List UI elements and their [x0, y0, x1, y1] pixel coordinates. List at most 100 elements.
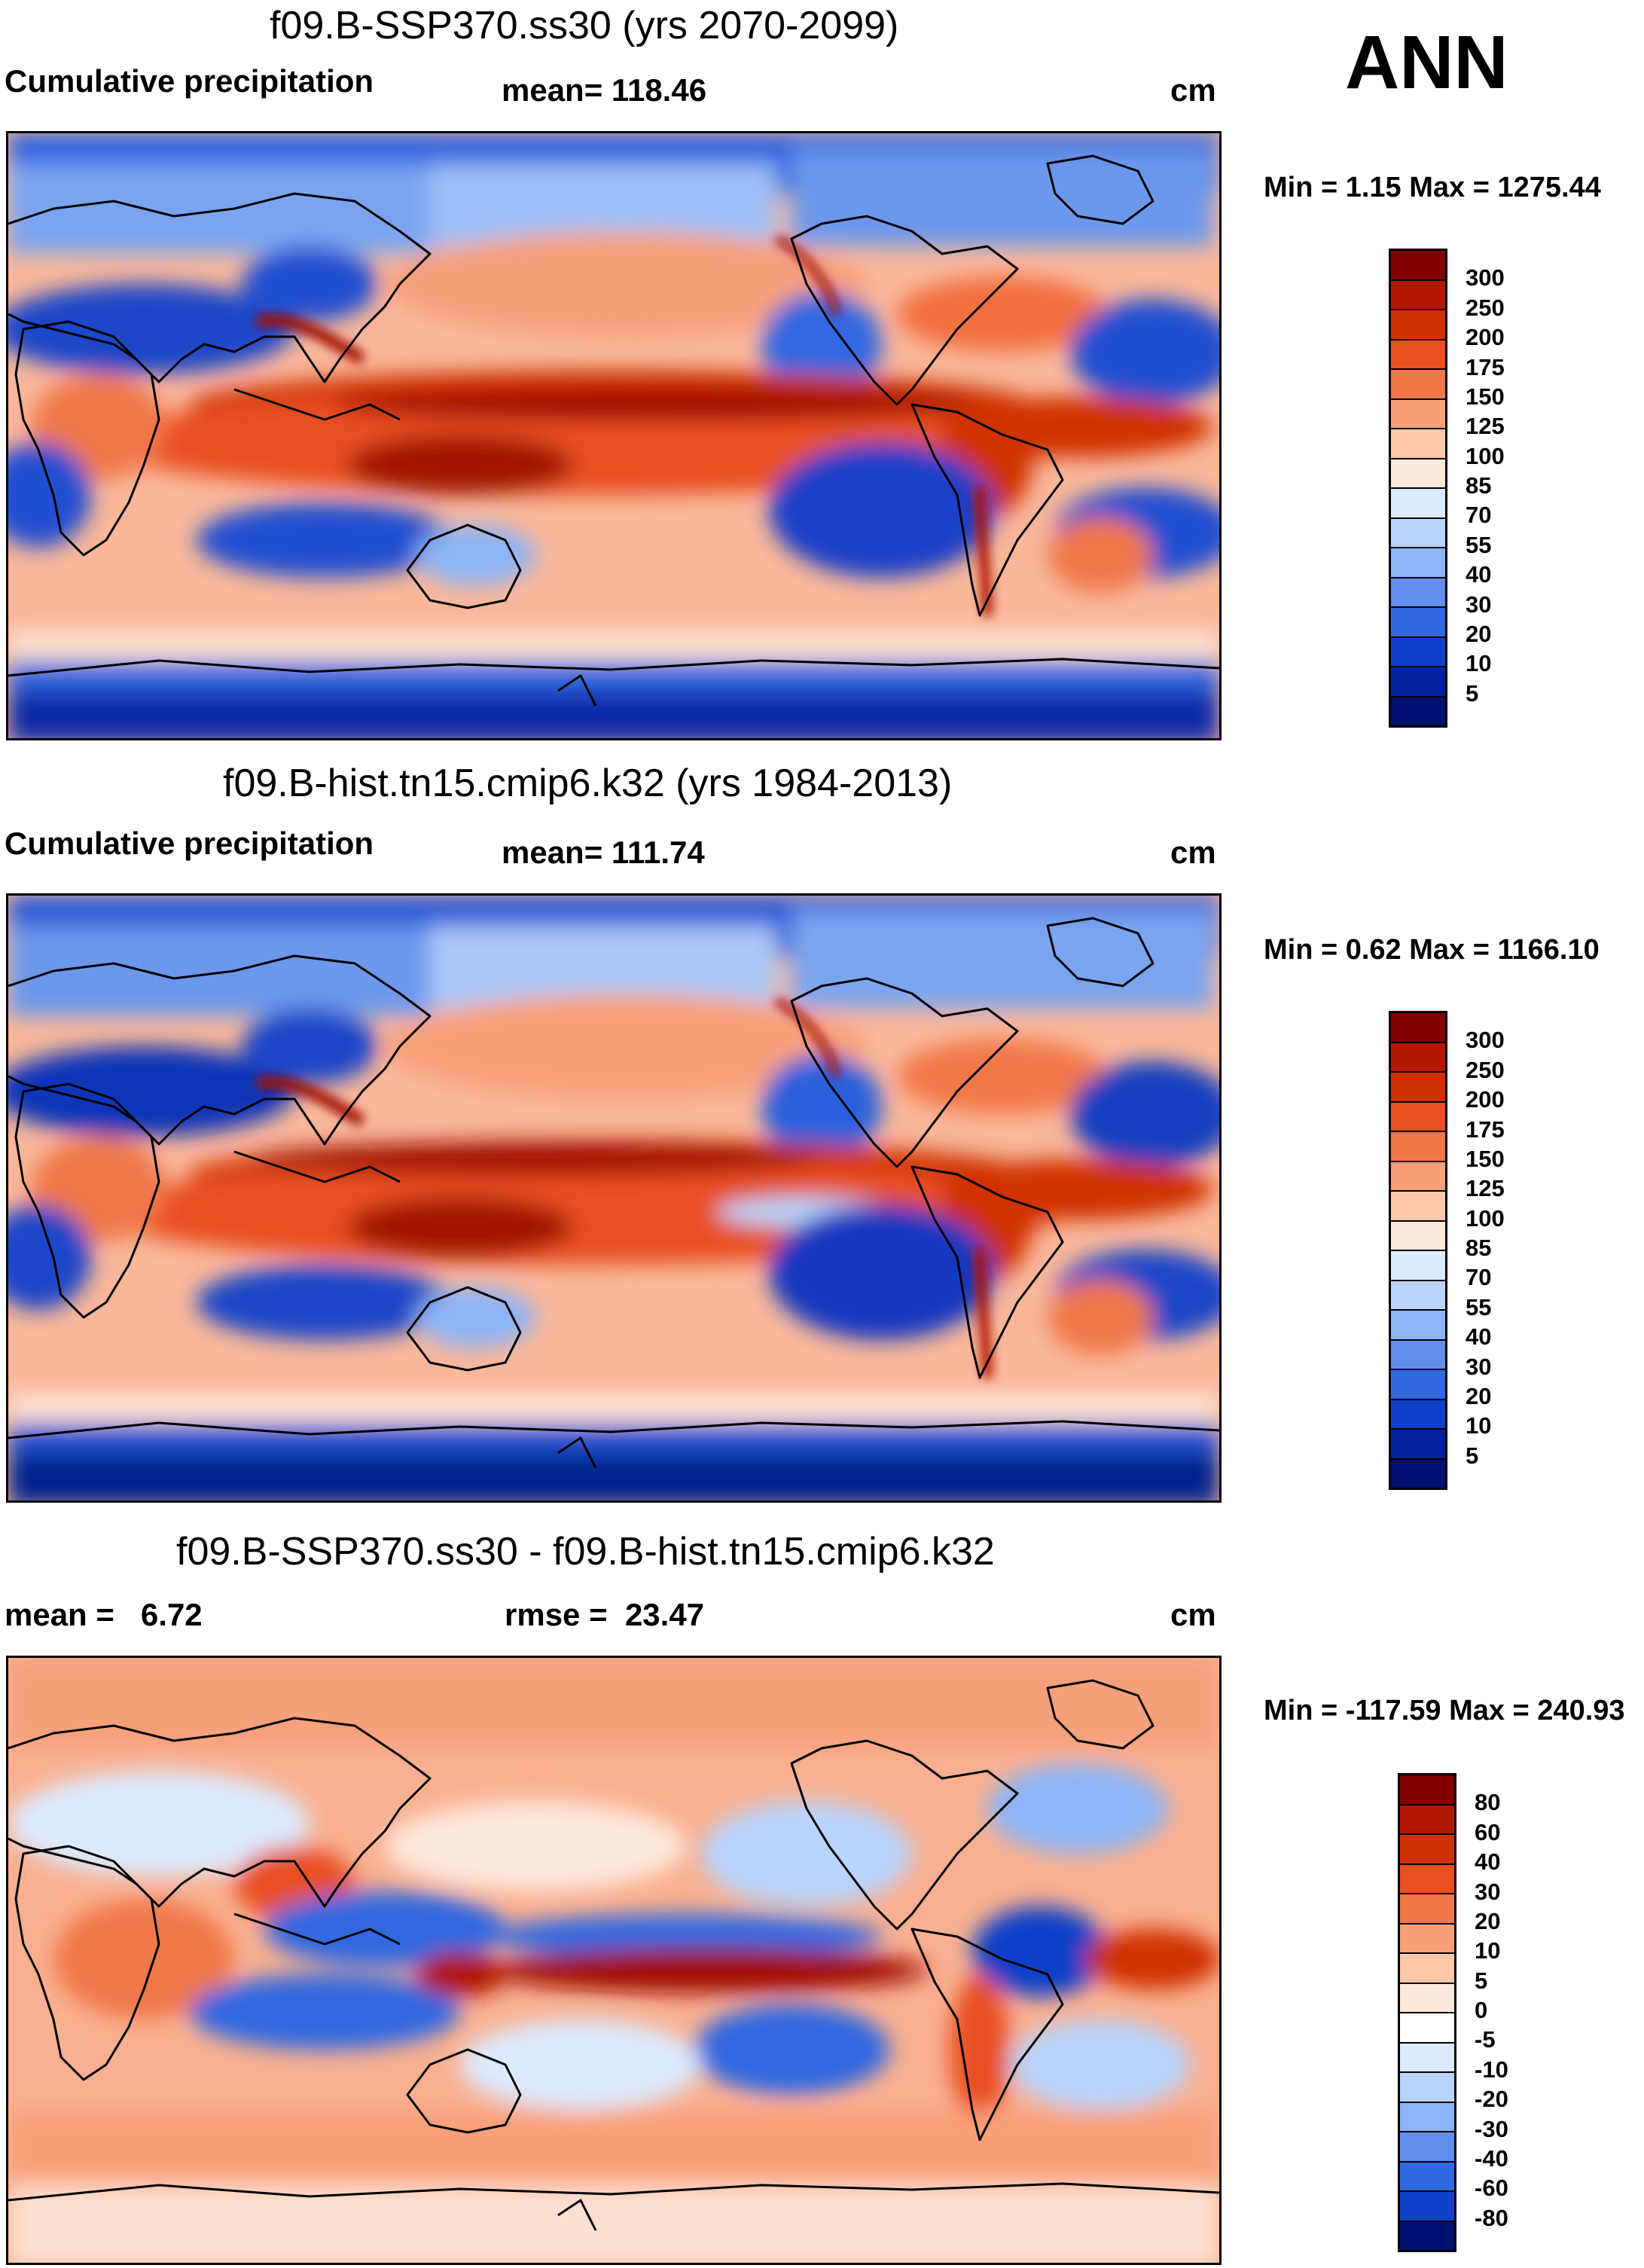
colorbar-swatch: [1400, 2043, 1454, 2073]
colorbar-tick-label: -60: [1475, 2175, 1508, 2202]
colorbar-tick-label: 300: [1466, 1027, 1505, 1054]
panel-1-title: f09.B-SSP370.ss30 (yrs 2070-2099): [270, 4, 899, 47]
colorbar-tick-label: 175: [1466, 1116, 1505, 1143]
colorbar-swatch: [1400, 1983, 1454, 2013]
panel-1-colorbar-ticks: 300 250 200 175 150 125 100 85 70 55 40 30 20 10 5: [1466, 249, 1556, 723]
panel-1-colorbar-cells: [1391, 251, 1445, 725]
colorbar-tick-label: 0: [1475, 1997, 1488, 2023]
colorbar-swatch: [1391, 608, 1445, 638]
colorbar-swatch: [1391, 1221, 1445, 1251]
panel-2-min-max: Min = 0.62 Max = 1166.10: [1264, 934, 1600, 966]
panel-2-colorbar-cells: [1391, 1013, 1445, 1488]
colorbar-tick-label: -40: [1475, 2144, 1508, 2172]
colorbar-swatch: [1391, 1073, 1445, 1103]
colorbar-tick-label: 200: [1466, 324, 1505, 351]
colorbar-swatch: [1391, 399, 1445, 429]
colorbar-swatch: [1391, 1400, 1445, 1430]
colorbar-tick-label: 85: [1466, 472, 1492, 499]
colorbar-swatch: [1391, 340, 1445, 370]
colorbar-tick-label: 70: [1466, 1264, 1492, 1291]
colorbar-tick-label: 10: [1475, 1937, 1501, 1964]
colorbar-tick-label: -5: [1475, 2026, 1496, 2053]
panel-3-title: f09.B-SSP370.ss30 - f09.B-hist.tn15.cmip…: [176, 1530, 995, 1574]
colorbar-tick-label: 5: [1466, 1442, 1479, 1469]
colorbar-swatch: [1400, 1775, 1454, 1806]
panel-1-min-max: Min = 1.15 Max = 1275.44: [1264, 172, 1601, 203]
colorbar-tick-label: 30: [1475, 1878, 1501, 1905]
panel-1-mean-label: mean= 118.46: [502, 72, 707, 108]
panel-2-map-svg: [8, 896, 1219, 1500]
colorbar-swatch: [1391, 1370, 1445, 1400]
colorbar-swatch: [1400, 1924, 1454, 1954]
colorbar-swatch: [1391, 280, 1445, 310]
colorbar-swatch: [1391, 637, 1445, 667]
colorbar-tick-label: -20: [1475, 2086, 1508, 2113]
colorbar-tick-label: -10: [1475, 2056, 1508, 2083]
colorbar-swatch: [1391, 370, 1445, 400]
colorbar-tick-label: 300: [1466, 264, 1505, 292]
colorbar-swatch: [1391, 251, 1445, 281]
colorbar-swatch: [1400, 2102, 1454, 2132]
colorbar-tick-label: 60: [1475, 1818, 1501, 1845]
colorbar-tick-label: 80: [1475, 1789, 1501, 1816]
colorbar-swatch: [1400, 1894, 1454, 1925]
colorbar-tick-label: -80: [1475, 2204, 1508, 2231]
colorbar-swatch: [1400, 1954, 1454, 1984]
colorbar-tick-label: 20: [1466, 1382, 1492, 1409]
panel-2-mean-label: mean= 111.74: [502, 835, 705, 870]
colorbar-swatch: [1400, 1805, 1454, 1835]
panel-1-colorbar: [1389, 249, 1447, 728]
colorbar-tick-label: 40: [1475, 1848, 1501, 1876]
colorbar-swatch: [1391, 667, 1445, 697]
colorbar-swatch: [1391, 1102, 1445, 1132]
colorbar-swatch: [1391, 489, 1445, 519]
panel-1-units: cm: [1170, 72, 1216, 108]
colorbar-swatch: [1391, 1430, 1445, 1460]
panel-2-title: f09.B-hist.tn15.cmip6.k32 (yrs 1984-2013…: [223, 762, 953, 805]
panel-1-map: [6, 131, 1222, 740]
panel-3-colorbar: [1398, 1773, 1456, 2252]
colorbar-tick-label: 150: [1466, 383, 1505, 410]
colorbar-tick-label: 5: [1475, 1967, 1488, 1994]
colorbar-swatch: [1391, 1192, 1445, 1222]
colorbar-tick-label: 125: [1466, 1175, 1505, 1202]
colorbar-tick-label: 40: [1466, 561, 1492, 588]
panel-1-left-label: Cumulative precipitation: [5, 63, 374, 99]
colorbar-tick-label: 85: [1466, 1235, 1492, 1261]
panel-2-colorbar: [1389, 1011, 1447, 1490]
panel-3-mean-label: mean = 6.72: [5, 1597, 203, 1632]
panel-3-units: cm: [1170, 1597, 1216, 1632]
colorbar-swatch: [1391, 310, 1445, 340]
colorbar-tick-label: 40: [1466, 1323, 1492, 1351]
colorbar-tick-label: 70: [1466, 502, 1492, 529]
colorbar-swatch: [1400, 2162, 1454, 2192]
colorbar-swatch: [1400, 2073, 1454, 2103]
colorbar-swatch: [1391, 1459, 1445, 1488]
panel-3-min-max: Min = -117.59 Max = 240.93: [1264, 1695, 1625, 1726]
colorbar-tick-label: 20: [1475, 1907, 1501, 1934]
colorbar-swatch: [1391, 697, 1445, 725]
colorbar-tick-label: 20: [1466, 620, 1492, 647]
panel-2-left-label: Cumulative precipitation: [5, 826, 374, 861]
colorbar-swatch: [1391, 548, 1445, 578]
colorbar-tick-label: 30: [1466, 591, 1492, 618]
colorbar-tick-label: 150: [1466, 1145, 1505, 1172]
colorbar-swatch: [1391, 1161, 1445, 1192]
colorbar-tick-label: 250: [1466, 1056, 1505, 1083]
panel-1-map-svg: [8, 133, 1219, 738]
colorbar-swatch: [1391, 1340, 1445, 1370]
colorbar-swatch: [1391, 459, 1445, 489]
colorbar-tick-label: 30: [1466, 1353, 1492, 1380]
colorbar-swatch: [1391, 1251, 1445, 1281]
colorbar-swatch: [1400, 2132, 1454, 2163]
panel-2-map: [6, 893, 1222, 1503]
colorbar-swatch: [1391, 518, 1445, 548]
colorbar-tick-label: 250: [1466, 294, 1505, 321]
colorbar-swatch: [1391, 1281, 1445, 1311]
colorbar-tick-label: 10: [1466, 1412, 1492, 1439]
panel-2-units: cm: [1170, 835, 1216, 870]
colorbar-tick-label: 200: [1466, 1086, 1505, 1113]
colorbar-tick-label: 175: [1466, 353, 1505, 380]
panel-3-colorbar-cells: [1400, 1775, 1454, 2250]
colorbar-swatch: [1391, 578, 1445, 608]
